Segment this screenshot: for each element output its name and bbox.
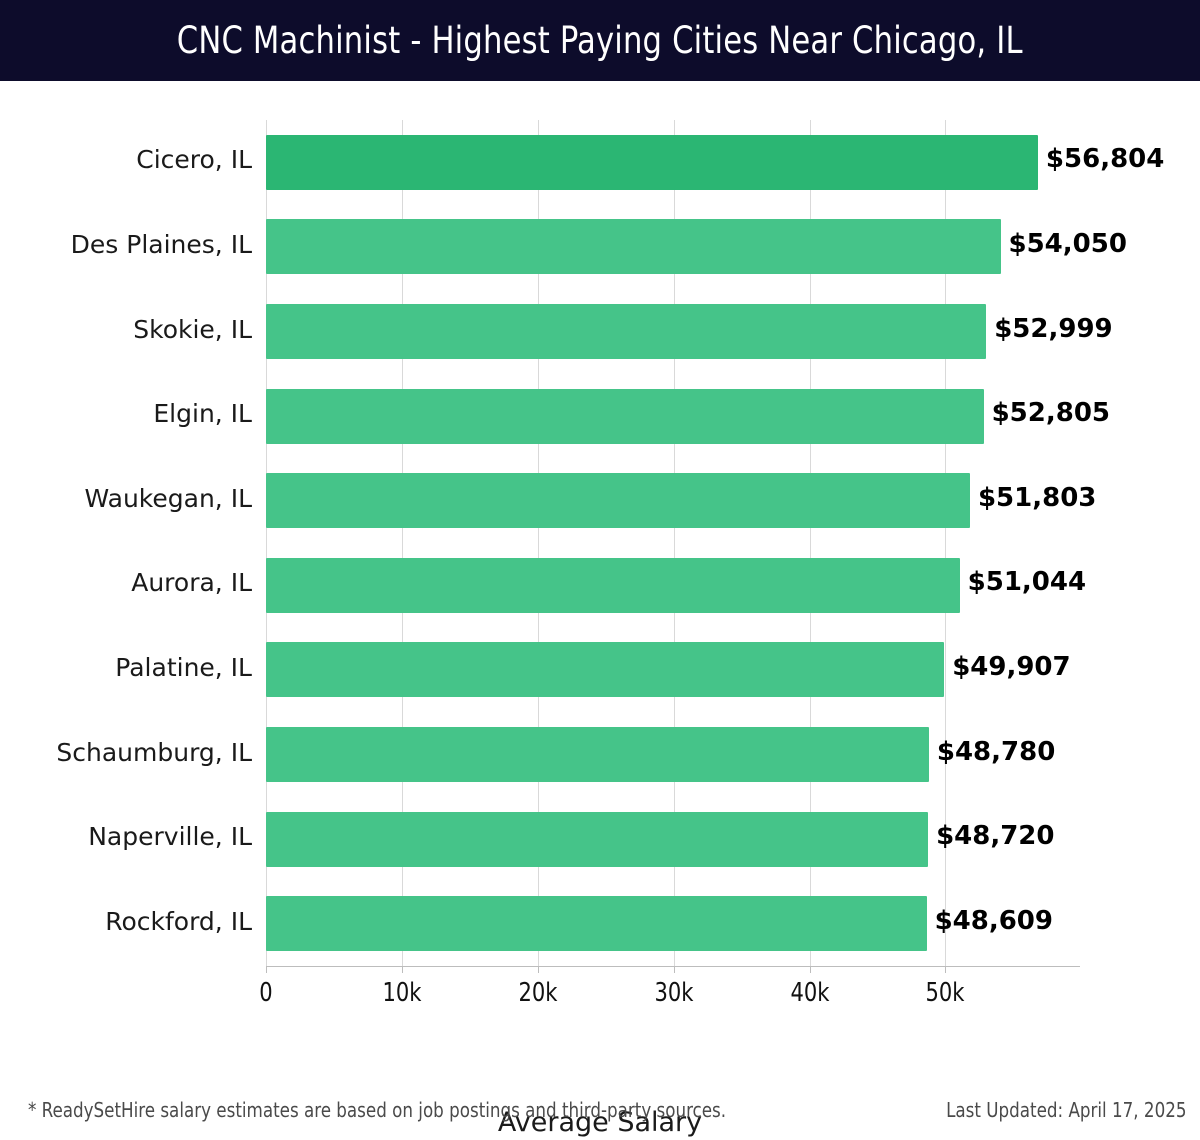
value-label: $51,044 (967, 567, 1087, 598)
value-label: $56,804 (1045, 144, 1165, 175)
x-tick-label: 0 (259, 978, 273, 1008)
category-label: Schaumburg, IL (56, 737, 252, 767)
x-axis-line (266, 966, 1080, 967)
x-gridline (673, 120, 675, 966)
x-tick-mark (401, 966, 403, 973)
category-label: Elgin, IL (153, 399, 252, 429)
x-gridline (809, 120, 811, 966)
bar[interactable] (266, 557, 960, 613)
category-label: Cicero, IL (136, 145, 252, 175)
plot-area (266, 120, 1080, 966)
footer-disclaimer: * ReadySetHire salary estimates are base… (28, 1098, 727, 1122)
x-tick-label: 50k (925, 978, 965, 1008)
category-label: Aurora, IL (131, 568, 252, 598)
x-gridline (537, 120, 539, 966)
bar[interactable] (266, 219, 1001, 275)
value-label: $51,803 (977, 482, 1097, 513)
x-tick-mark (673, 966, 675, 973)
value-label: $48,780 (936, 736, 1056, 767)
bar[interactable] (266, 134, 1038, 190)
x-tick-mark (266, 966, 267, 973)
value-label: $52,805 (991, 398, 1110, 429)
category-label: Skokie, IL (133, 314, 252, 344)
category-label: Des Plaines, IL (70, 229, 252, 259)
page-title: CNC Machinist - Highest Paying Cities Ne… (177, 19, 1023, 62)
x-tick-mark (809, 966, 811, 973)
value-label: $48,720 (936, 821, 1055, 852)
x-tick-label: 40k (790, 978, 830, 1008)
x-tick-mark (537, 966, 539, 973)
bar[interactable] (266, 388, 984, 444)
category-label: Naperville, IL (88, 822, 252, 852)
value-label: $49,907 (952, 651, 1071, 682)
value-label: $54,050 (1008, 228, 1127, 259)
footer-last-updated: Last Updated: April 17, 2025 (945, 1098, 1186, 1122)
value-label: $52,999 (994, 313, 1113, 344)
x-tick-label: 30k (654, 978, 694, 1008)
category-label: Rockford, IL (105, 906, 252, 936)
bar-chart: 0 10k 20k 30k 40k 50k Cicero, IL Des Plaines, … (0, 81, 1200, 1138)
bar[interactable] (266, 727, 929, 782)
x-tick-mark (945, 966, 947, 973)
x-gridline (401, 120, 403, 966)
bar[interactable] (266, 642, 945, 698)
bar[interactable] (266, 811, 929, 867)
chart-title-bar: CNC Machinist - Highest Paying Cities Ne… (0, 0, 1200, 81)
value-label: $48,609 (934, 905, 1053, 936)
bar[interactable] (266, 473, 970, 529)
category-label: Palatine, IL (115, 652, 252, 682)
category-label: Waukegan, IL (84, 483, 252, 513)
x-tick-label: 10k (382, 978, 422, 1008)
x-axis-title: Average Salary (497, 1107, 703, 1138)
x-tick-label: 20k (518, 978, 558, 1008)
x-gridline (945, 120, 947, 966)
bar[interactable] (266, 304, 987, 359)
x-gridline (266, 120, 267, 966)
bar[interactable] (266, 896, 927, 952)
